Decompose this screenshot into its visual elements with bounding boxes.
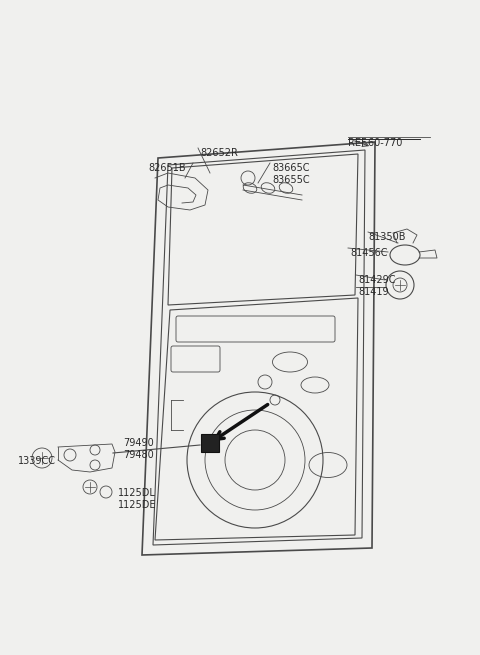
Text: 1125DL: 1125DL [118, 488, 156, 498]
Text: 79490: 79490 [123, 438, 154, 448]
Text: 81419: 81419 [358, 287, 389, 297]
Text: 79480: 79480 [123, 450, 154, 460]
FancyBboxPatch shape [201, 434, 219, 452]
Text: 82652R: 82652R [200, 148, 238, 158]
Text: 1125DE: 1125DE [118, 500, 156, 510]
Text: REF.60-770: REF.60-770 [348, 138, 402, 148]
Text: 83655C: 83655C [272, 175, 310, 185]
Text: 1339CC: 1339CC [18, 456, 56, 466]
Text: 82651B: 82651B [148, 163, 186, 173]
Text: 83665C: 83665C [272, 163, 310, 173]
Text: 81456C: 81456C [350, 248, 387, 258]
Text: 81429C: 81429C [358, 275, 396, 285]
Text: 81350B: 81350B [368, 232, 406, 242]
